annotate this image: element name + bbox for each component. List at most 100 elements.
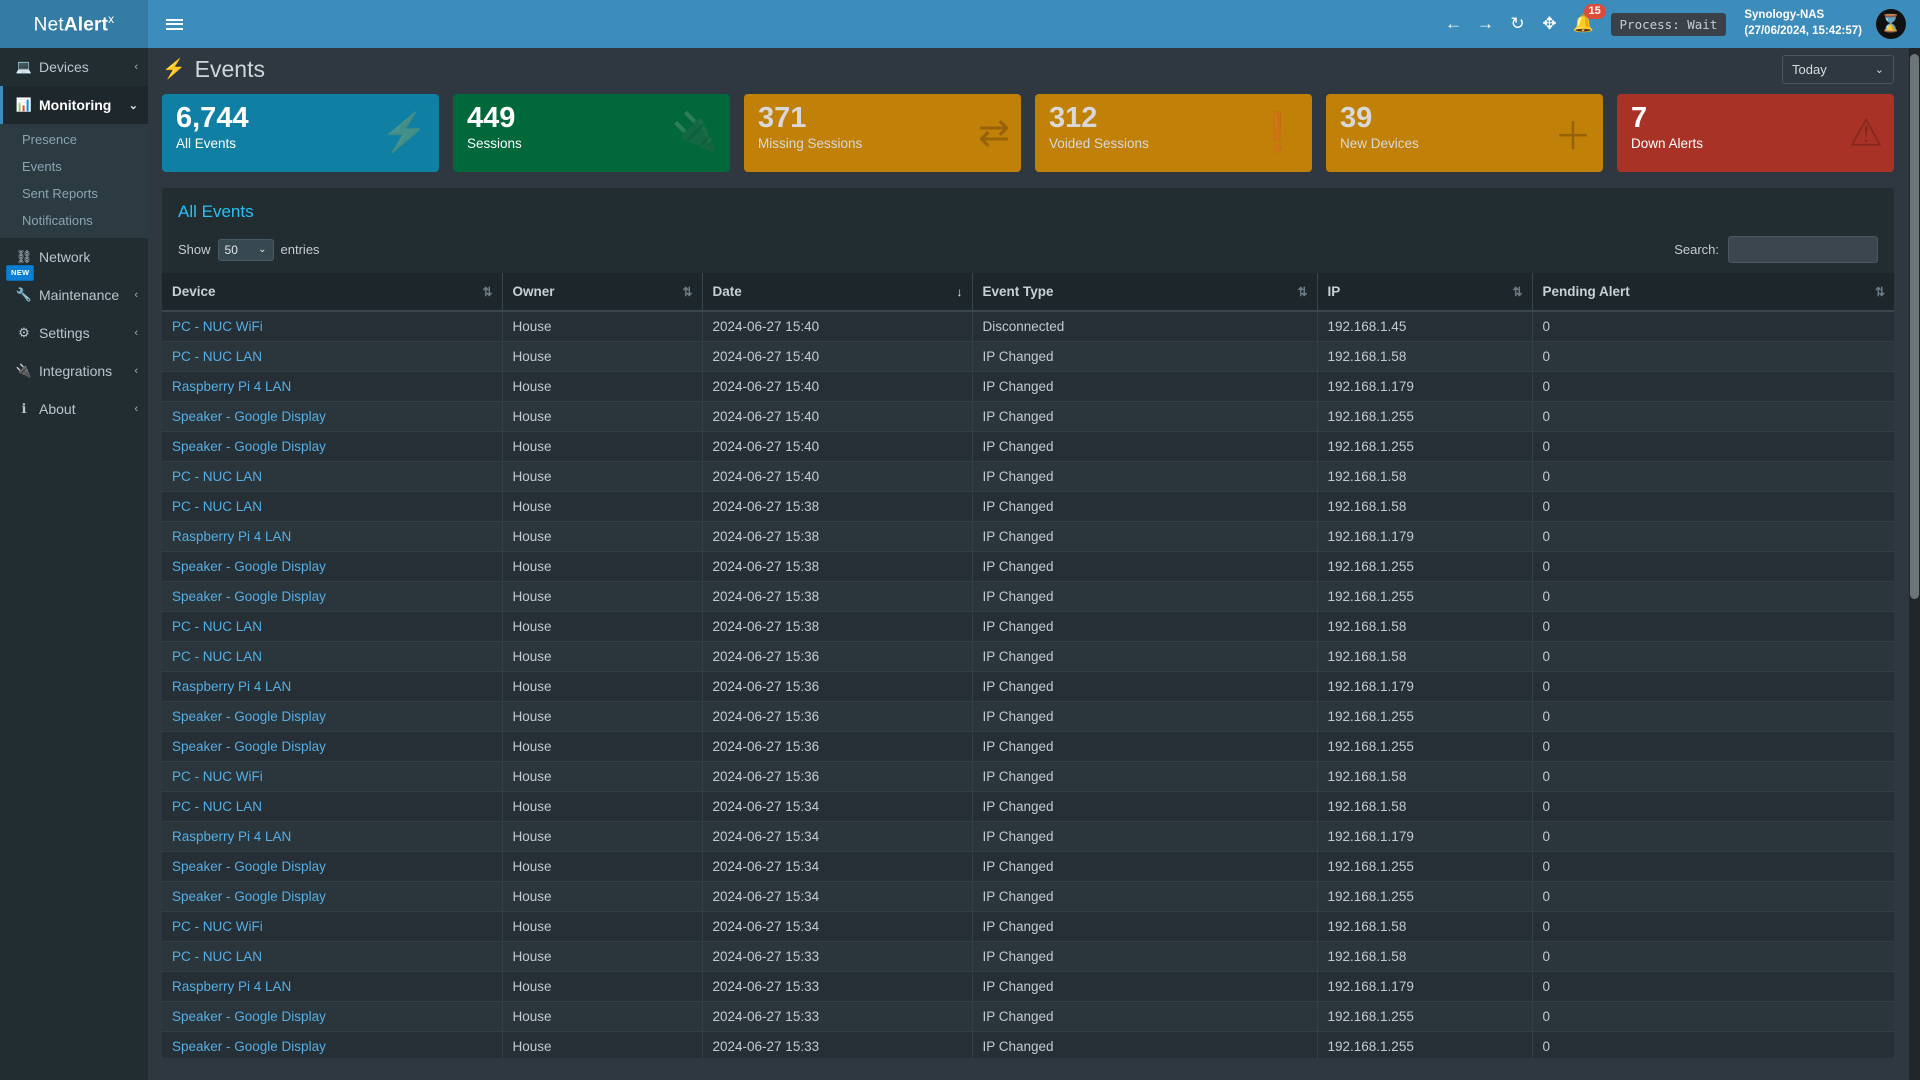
column-header-owner[interactable]: Owner ⇅: [502, 273, 703, 312]
device-link[interactable]: Raspberry Pi 4 LAN: [162, 821, 503, 852]
table-row[interactable]: PC - NUC LAN House 2024-06-27 15:40 IP Chan…: [162, 341, 1894, 372]
column-header-date[interactable]: Date ↓: [702, 273, 973, 312]
device-link[interactable]: PC - NUC LAN: [162, 461, 503, 492]
device-link[interactable]: Speaker - Google Display: [162, 1031, 503, 1058]
device-link[interactable]: PC - NUC LAN: [162, 491, 503, 522]
device-link[interactable]: Speaker - Google Display: [162, 581, 503, 612]
table-row[interactable]: Raspberry Pi 4 LAN House 2024-06-27 15:34 I…: [162, 821, 1894, 852]
stat-card-new-devices[interactable]: 39 New Devices ＋: [1326, 94, 1603, 172]
table-row[interactable]: Speaker - Google Display House 2024-06-27 …: [162, 1001, 1894, 1032]
refresh-icon[interactable]: ↻: [1510, 14, 1525, 33]
avatar[interactable]: ⌛: [1876, 9, 1906, 39]
search-input[interactable]: [1728, 236, 1878, 263]
device-link[interactable]: PC - NUC LAN: [162, 791, 503, 822]
device-link[interactable]: PC - NUC LAN: [162, 341, 503, 372]
sidebar-item-devices[interactable]: 💻 Devices ‹: [0, 48, 148, 86]
table-row[interactable]: PC - NUC WiFi House 2024-06-27 15:40 Discon…: [162, 311, 1894, 342]
device-link[interactable]: PC - NUC WiFi: [162, 311, 503, 342]
device-link[interactable]: PC - NUC LAN: [162, 941, 503, 972]
table-row[interactable]: Raspberry Pi 4 LAN House 2024-06-27 15:40 I…: [162, 371, 1894, 402]
table-row[interactable]: Speaker - Google Display House 2024-06-27 …: [162, 701, 1894, 732]
device-link[interactable]: Speaker - Google Display: [162, 551, 503, 582]
table-row[interactable]: Speaker - Google Display House 2024-06-27 …: [162, 731, 1894, 762]
device-link[interactable]: Speaker - Google Display: [162, 401, 503, 432]
sidebar-subitem-events[interactable]: Events: [22, 159, 62, 174]
forward-arrow-icon[interactable]: →: [1477, 14, 1495, 33]
sidebar-item-network[interactable]: ⛓ Network: [0, 238, 148, 276]
period-filter-dropdown[interactable]: Today ⌄: [1782, 54, 1894, 84]
sidebar-item-label: Network: [39, 249, 91, 265]
back-arrow-icon[interactable]: ←: [1445, 14, 1463, 33]
table-row[interactable]: Speaker - Google Display House 2024-06-27 …: [162, 551, 1894, 582]
table-row[interactable]: Speaker - Google Display House 2024-06-27 …: [162, 851, 1894, 882]
chevron-left-icon: ‹: [134, 327, 138, 339]
table-row[interactable]: PC - NUC LAN House 2024-06-27 15:36 IP Chan…: [162, 641, 1894, 672]
device-link[interactable]: Speaker - Google Display: [162, 881, 503, 912]
sidebar-item-monitoring[interactable]: 📊 Monitoring ⌄: [0, 86, 148, 124]
app-logo[interactable]: NetAlertx: [0, 0, 148, 48]
column-header-ip[interactable]: IP ⇅: [1317, 273, 1533, 312]
device-link[interactable]: PC - NUC WiFi: [162, 911, 503, 942]
table-row[interactable]: Speaker - Google Display House 2024-06-27 …: [162, 401, 1894, 432]
sidebar-item-settings[interactable]: ⚙ Settings ‹: [0, 314, 148, 352]
table-cell: 0: [1532, 311, 1894, 342]
page-scrollbar[interactable]: [1909, 48, 1920, 1080]
table-row[interactable]: PC - NUC LAN House 2024-06-27 15:38 IP Chan…: [162, 491, 1894, 522]
table-row[interactable]: Speaker - Google Display House 2024-06-27 …: [162, 1031, 1894, 1058]
page-length-select[interactable]: 50 ⌄: [217, 238, 274, 261]
table-row[interactable]: Speaker - Google Display House 2024-06-27 …: [162, 431, 1894, 462]
stat-card-label: Missing Sessions: [758, 136, 863, 152]
table-row[interactable]: PC - NUC LAN House 2024-06-27 15:40 IP Chan…: [162, 461, 1894, 492]
table-cell: 2024-06-27 15:33: [702, 1031, 973, 1058]
device-link[interactable]: Raspberry Pi 4 LAN: [162, 371, 503, 402]
hamburger-icon[interactable]: [148, 0, 200, 48]
stat-card-all-events[interactable]: 6,744 All Events ⚡: [162, 94, 439, 172]
device-link[interactable]: Raspberry Pi 4 LAN: [162, 671, 503, 702]
table-row[interactable]: Raspberry Pi 4 LAN House 2024-06-27 15:36 I…: [162, 671, 1894, 702]
notifications-bell-icon[interactable]: 🔔 15: [1567, 0, 1606, 48]
sidebar-subitem-sent-reports[interactable]: Sent Reports: [22, 186, 98, 201]
sidebar-item-maintenance[interactable]: NEW 🔧 Maintenance ‹: [0, 265, 148, 314]
table-cell: 192.168.1.58: [1317, 461, 1533, 492]
sidebar-subitem-presence[interactable]: Presence: [22, 132, 77, 147]
column-header-device[interactable]: Device ⇅: [162, 273, 503, 312]
table-cell: 0: [1532, 761, 1894, 792]
table-row[interactable]: PC - NUC WiFi House 2024-06-27 15:36 IP Cha…: [162, 761, 1894, 792]
device-link[interactable]: Speaker - Google Display: [162, 701, 503, 732]
move-icon[interactable]: ✥: [1542, 14, 1557, 33]
table-row[interactable]: PC - NUC LAN House 2024-06-27 15:33 IP Chan…: [162, 941, 1894, 972]
device-link[interactable]: PC - NUC LAN: [162, 611, 503, 642]
stat-card-sessions[interactable]: 449 Sessions 🔌: [453, 94, 730, 172]
sidebar-item-about[interactable]: ℹ About ‹: [0, 390, 148, 428]
new-badge: NEW: [6, 265, 35, 281]
sidebar-item-integrations[interactable]: 🔌 Integrations ‹: [0, 352, 148, 390]
table-row[interactable]: Speaker - Google Display House 2024-06-27 …: [162, 581, 1894, 612]
device-link[interactable]: Speaker - Google Display: [162, 1001, 503, 1032]
device-link[interactable]: PC - NUC LAN: [162, 641, 503, 672]
device-link[interactable]: Raspberry Pi 4 LAN: [162, 971, 503, 1002]
column-header-pending-alert[interactable]: Pending Alert ⇅: [1532, 273, 1894, 312]
main-content: ⚡ Events Today ⌄ 6,744 All Events ⚡ 449 Sess…: [148, 48, 1920, 1080]
column-header-event-type[interactable]: Event Type ⇅: [972, 273, 1318, 312]
table-cell: House: [502, 401, 703, 432]
device-link[interactable]: Speaker - Google Display: [162, 731, 503, 762]
table-row[interactable]: PC - NUC LAN House 2024-06-27 15:38 IP Chan…: [162, 611, 1894, 642]
table-row[interactable]: Raspberry Pi 4 LAN House 2024-06-27 15:33 I…: [162, 971, 1894, 1002]
table-cell: 192.168.1.255: [1317, 551, 1533, 582]
stat-card-voided-sessions[interactable]: 312 Voided Sessions ❗: [1035, 94, 1312, 172]
table-row[interactable]: Speaker - Google Display House 2024-06-27 …: [162, 881, 1894, 912]
sidebar-subitem-notifications[interactable]: Notifications: [22, 213, 93, 228]
table-row[interactable]: PC - NUC LAN House 2024-06-27 15:34 IP Chan…: [162, 791, 1894, 822]
stat-card-missing-sessions[interactable]: 371 Missing Sessions ⇄: [744, 94, 1021, 172]
table-row[interactable]: Raspberry Pi 4 LAN House 2024-06-27 15:38 I…: [162, 521, 1894, 552]
table-cell: House: [502, 611, 703, 642]
scrollbar-thumb[interactable]: [1910, 54, 1919, 599]
device-link[interactable]: Speaker - Google Display: [162, 851, 503, 882]
table-cell: 192.168.1.179: [1317, 371, 1533, 402]
table-cell: 192.168.1.58: [1317, 641, 1533, 672]
device-link[interactable]: PC - NUC WiFi: [162, 761, 503, 792]
device-link[interactable]: Speaker - Google Display: [162, 431, 503, 462]
stat-card-down-alerts[interactable]: 7 Down Alerts ⚠: [1617, 94, 1894, 172]
device-link[interactable]: Raspberry Pi 4 LAN: [162, 521, 503, 552]
table-row[interactable]: PC - NUC WiFi House 2024-06-27 15:34 IP Cha…: [162, 911, 1894, 942]
